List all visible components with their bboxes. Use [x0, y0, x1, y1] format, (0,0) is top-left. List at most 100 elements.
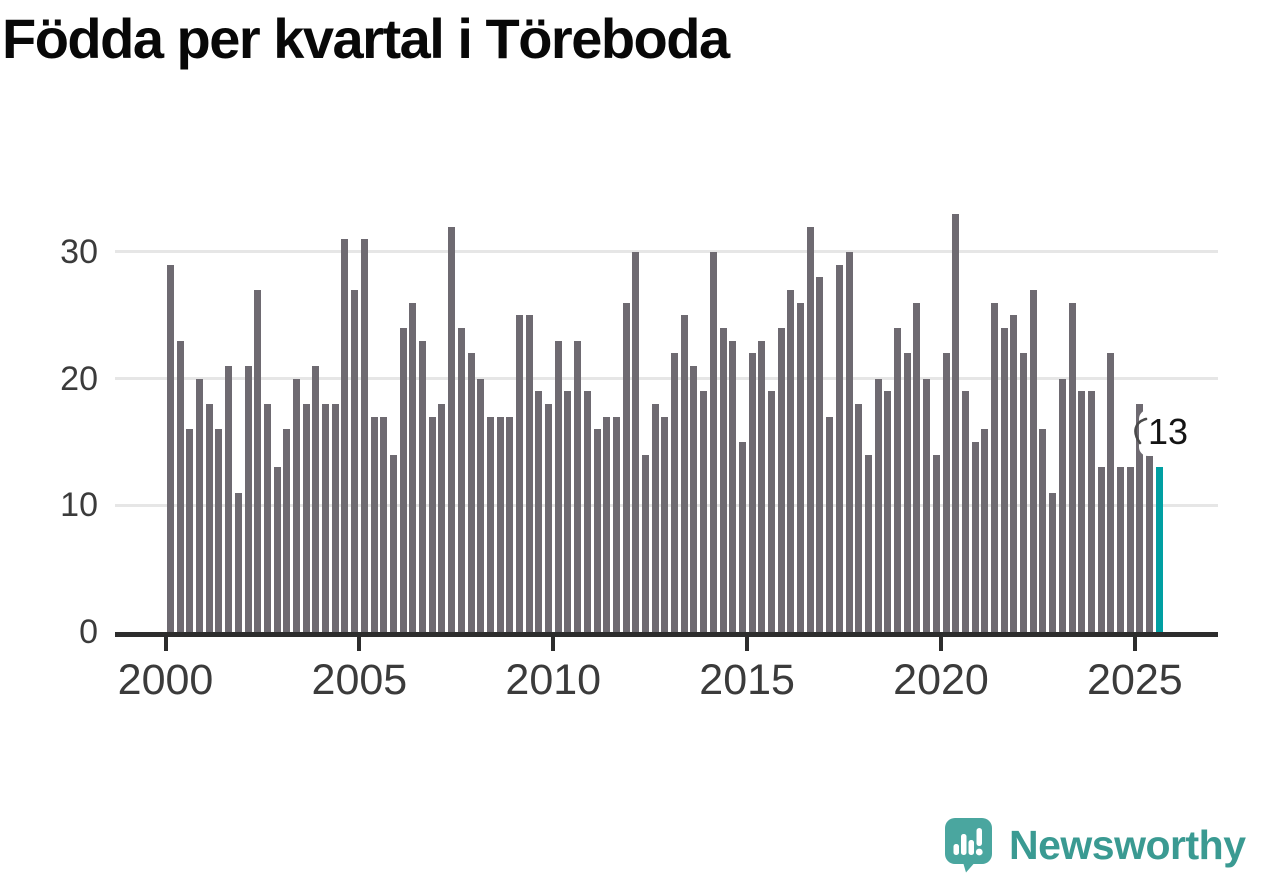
bar — [884, 391, 892, 632]
bar — [1068, 302, 1076, 632]
bar — [709, 251, 717, 632]
bar — [894, 327, 902, 632]
bar-chart: 0 10 20 30 2000 2005 2010 2015 2020 2025 13 — [60, 213, 1218, 704]
logo-bar-tall — [961, 834, 967, 855]
bar — [1029, 289, 1037, 632]
bar — [1010, 315, 1018, 632]
bar — [816, 277, 824, 632]
bar — [341, 239, 349, 632]
bar — [525, 315, 533, 632]
bar — [787, 289, 795, 632]
grid-line — [115, 250, 1218, 254]
y-axis-tick-label: 10 — [60, 486, 98, 525]
bar — [273, 467, 281, 632]
newsworthy-brand: Newsworthy — [944, 816, 1246, 874]
bar — [1146, 454, 1154, 632]
bar — [1126, 467, 1134, 632]
bar — [380, 416, 388, 632]
y-axis-tick-label: 20 — [60, 359, 98, 398]
bar — [244, 365, 252, 632]
bar — [835, 264, 843, 632]
bar — [651, 403, 659, 632]
bar — [923, 378, 931, 632]
bar — [932, 454, 940, 632]
bar — [496, 416, 504, 632]
bar — [612, 416, 620, 632]
bar — [1117, 467, 1124, 632]
bar — [205, 403, 213, 632]
bar — [797, 302, 805, 632]
y-axis-tick-label: 0 — [79, 613, 98, 651]
x-axis-tick — [1132, 637, 1137, 651]
x-axis-tick — [163, 637, 168, 651]
bar — [302, 403, 310, 632]
bar — [738, 441, 746, 632]
bar — [593, 429, 601, 632]
bar — [506, 416, 514, 632]
bar — [971, 441, 979, 632]
bar — [622, 302, 630, 632]
bar — [700, 391, 708, 632]
bar — [186, 429, 194, 632]
bar — [428, 416, 436, 632]
bar — [1087, 391, 1095, 632]
bar — [515, 315, 523, 632]
bar — [903, 353, 911, 632]
bar — [690, 365, 698, 632]
bar — [438, 403, 446, 632]
bar — [486, 416, 494, 632]
bar — [331, 403, 339, 632]
bar — [758, 340, 766, 632]
y-axis-tick-label: 30 — [60, 232, 98, 271]
bar — [961, 391, 969, 632]
x-axis-tick-label: 2000 — [117, 656, 214, 704]
bar — [768, 391, 776, 632]
bar — [1097, 467, 1105, 632]
bar — [855, 403, 863, 632]
x-axis-tick-label: 2010 — [505, 656, 602, 704]
x-axis-tick — [745, 637, 750, 651]
chart-title: Födda per kvartal i Töreboda — [2, 7, 730, 70]
bar — [777, 327, 785, 632]
bar — [370, 416, 378, 632]
bar — [642, 454, 649, 632]
bar — [351, 289, 359, 632]
x-axis-line — [115, 632, 1218, 637]
bar — [729, 340, 737, 632]
bar — [845, 251, 853, 632]
bar — [1039, 429, 1047, 632]
bar — [719, 327, 727, 632]
bar — [1107, 353, 1115, 632]
bar — [234, 492, 242, 632]
bar — [467, 353, 475, 632]
bar — [448, 226, 456, 632]
bar — [215, 429, 223, 632]
bar — [632, 251, 640, 632]
bar — [399, 327, 407, 632]
bar — [1136, 403, 1144, 632]
newsworthy-wordmark: Newsworthy — [1009, 821, 1246, 868]
x-axis-tick — [551, 637, 556, 651]
last-value-label: 13 — [1139, 410, 1198, 456]
bar — [176, 340, 184, 632]
bar — [196, 378, 204, 632]
highlighted-bar — [1155, 467, 1163, 632]
x-axis-tick-label: 2025 — [1087, 656, 1183, 704]
bar — [661, 416, 669, 632]
bar — [457, 327, 465, 632]
bar — [1020, 353, 1028, 632]
bar — [990, 302, 998, 632]
bar — [225, 365, 233, 632]
bar — [748, 353, 756, 632]
bar — [574, 340, 582, 632]
bar — [583, 391, 591, 632]
logo-bar-medium — [968, 840, 974, 855]
logo-exclamation-stem — [976, 828, 982, 846]
bar — [981, 429, 989, 632]
x-axis-tick-label: 2015 — [699, 656, 795, 704]
bar — [806, 226, 814, 632]
bar — [564, 391, 572, 632]
bar — [874, 378, 882, 632]
annotation-pointer-icon — [1134, 417, 1148, 445]
